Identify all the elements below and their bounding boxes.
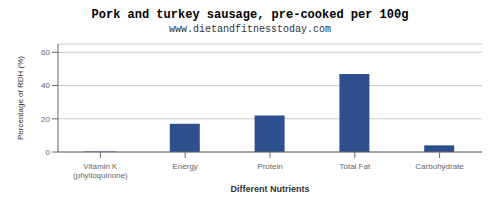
- svg-text:40: 40: [41, 81, 50, 90]
- svg-text:Protein: Protein: [257, 162, 282, 171]
- html-text:Pork and turkey sausage, pre-c: Pork and turkey sausage, pre-cooked per …: [91, 8, 409, 22]
- svg-text:Percentage of RDH (%): Percentage of RDH (%): [16, 56, 25, 140]
- svg-text:Total Fat: Total Fat: [339, 162, 370, 171]
- svg-text:20: 20: [41, 115, 50, 124]
- svg-text:0: 0: [46, 148, 51, 157]
- svg-text:Carbohydrate: Carbohydrate: [415, 162, 464, 171]
- html-text:www.dietandfitnesstoday.com: www.dietandfitnesstoday.com: [169, 24, 331, 35]
- svg-text:60: 60: [41, 48, 50, 57]
- svg-text:Energy: Energy: [173, 162, 198, 171]
- svg-text:Vitamin K(phylloquinone): Vitamin K(phylloquinone): [73, 162, 128, 180]
- svg-text:Different Nutrients: Different Nutrients: [230, 184, 309, 192]
